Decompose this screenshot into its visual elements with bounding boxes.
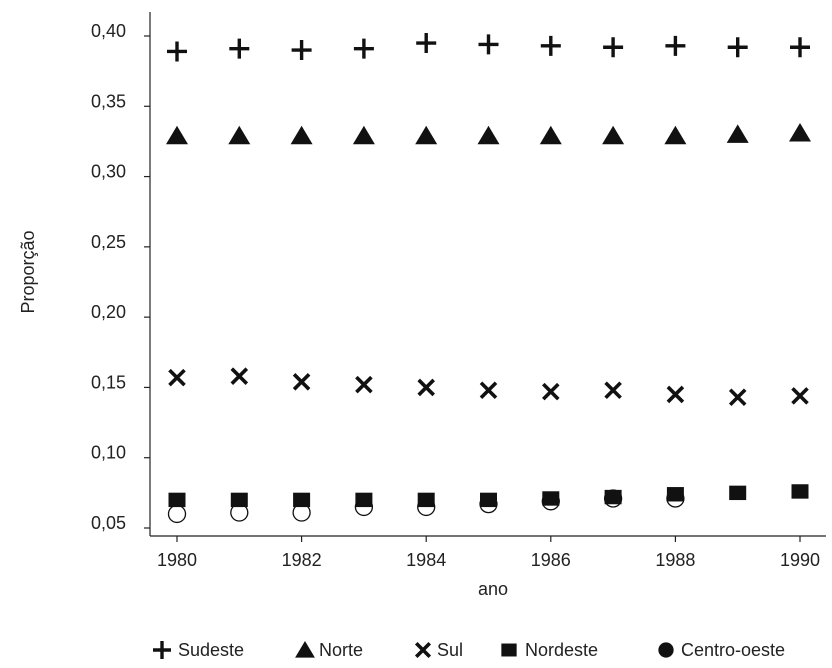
data-point [355, 492, 373, 508]
data-point [167, 41, 187, 62]
x-tick-label: 1982 [282, 550, 322, 570]
y-axis-title: Proporção [18, 230, 38, 313]
legend-label: Centro-oeste [681, 640, 785, 660]
data-point [417, 492, 435, 508]
data-point [791, 387, 809, 405]
legend-item-centro-oeste: Centro-oeste [658, 640, 785, 660]
x-tick-label: 1990 [780, 550, 820, 570]
legend-label: Sul [437, 640, 463, 660]
data-point [789, 122, 811, 142]
data-point [540, 35, 561, 56]
data-point [480, 492, 497, 508]
data-point [726, 124, 749, 143]
x-tick-label: 1980 [157, 550, 197, 570]
legend-label: Sudeste [178, 640, 244, 660]
legend-marker [153, 641, 171, 659]
legend-label: Norte [319, 640, 363, 660]
data-point [666, 385, 685, 404]
data-point [352, 125, 375, 145]
x-tick-label: 1984 [406, 550, 446, 570]
data-point [417, 378, 435, 397]
legend-label: Nordeste [525, 640, 598, 660]
data-point [167, 504, 187, 524]
data-point [539, 125, 562, 145]
data-point [728, 388, 747, 407]
data-point [542, 382, 560, 401]
y-tick-label: 0,05 [91, 513, 126, 533]
data-point [168, 368, 186, 387]
series-sul [168, 367, 809, 407]
data-point [664, 125, 687, 145]
data-point [666, 487, 684, 502]
y-tick-label: 0,35 [91, 91, 126, 111]
x-axis-title: ano [478, 579, 508, 599]
data-point [230, 492, 248, 508]
legend-item-nordeste: Nordeste [501, 640, 598, 660]
y-tick-label: 0,15 [91, 372, 126, 392]
data-point [665, 35, 686, 56]
legend-item-norte: Norte [295, 640, 363, 660]
series-norte [166, 122, 811, 145]
data-point [230, 367, 249, 385]
axes: 0,05 0,10 0,15 0,20 0,25 0,30 0,35 0,40 1980 1982… [18, 12, 826, 599]
data-point [791, 484, 809, 499]
y-tick-label: 0,20 [91, 302, 126, 322]
data-point [479, 381, 498, 400]
legend-item-sudeste: Sudeste [153, 640, 244, 660]
data-point [604, 489, 622, 505]
legend-marker [414, 641, 432, 659]
data-point [727, 37, 748, 58]
data-point [542, 491, 560, 506]
y-tick-label: 0,25 [91, 232, 126, 252]
legend-marker [295, 641, 315, 658]
y-tick-label: 0,30 [91, 162, 126, 182]
series-nordeste [168, 484, 809, 508]
data-point [292, 373, 311, 391]
legend: Sudeste Norte Sul Nordeste Centro-oeste [153, 640, 785, 660]
data-point [291, 40, 312, 61]
data-point [168, 492, 186, 508]
legend-marker [501, 643, 517, 657]
data-point [228, 125, 251, 145]
data-point [729, 485, 747, 501]
legend-marker [658, 642, 674, 658]
data-point [478, 34, 499, 55]
data-point [603, 37, 624, 58]
x-tick-label: 1988 [655, 550, 695, 570]
y-tick-label: 0,10 [91, 443, 126, 463]
data-point [166, 125, 188, 145]
data-point [415, 125, 438, 145]
x-tick-label: 1986 [531, 550, 571, 570]
data-point [290, 125, 313, 145]
data-point [293, 492, 311, 508]
series-sudeste [167, 33, 810, 62]
data-point [229, 38, 250, 59]
y-tick-label: 0,40 [91, 21, 126, 41]
data-point [790, 37, 810, 58]
data-marks [166, 33, 811, 524]
legend-item-sul: Sul [414, 640, 463, 660]
data-point [353, 38, 374, 59]
data-point [416, 33, 437, 54]
data-point [355, 375, 373, 394]
data-point [604, 381, 622, 400]
data-point [477, 125, 500, 145]
data-point [602, 125, 625, 145]
